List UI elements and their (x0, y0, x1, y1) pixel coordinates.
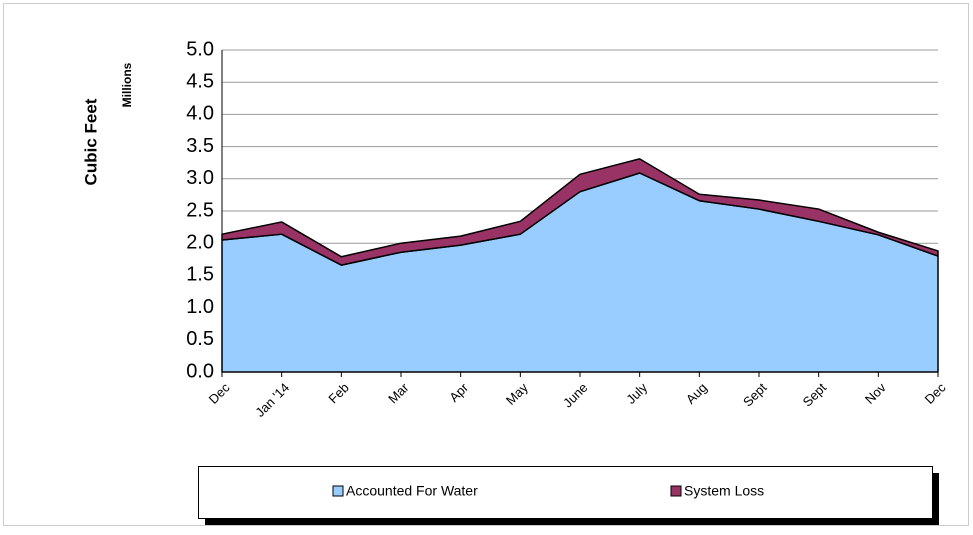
y-tick-label: 4.5 (186, 70, 214, 92)
y-tick-label: 0.0 (186, 360, 214, 382)
area (221, 158, 939, 266)
legend-box (198, 466, 933, 519)
y-unit-label: Millions (120, 62, 134, 107)
y-tick-label: 1.5 (186, 264, 214, 286)
y-tick-label: 4.0 (186, 103, 214, 125)
legend-swatch (670, 485, 682, 497)
y-tick-label: 2.0 (186, 231, 214, 253)
legend-swatch (332, 485, 344, 497)
y-tick-label: 3.0 (186, 167, 214, 189)
y-tick-label: 5.0 (186, 38, 214, 60)
y-tick-label: 1.0 (186, 296, 214, 318)
y-tick-label: 0.5 (186, 328, 214, 350)
y-axis-label: Cubic Feet (81, 98, 100, 185)
y-tick-label: 2.5 (186, 199, 214, 221)
y-tick-label: 3.5 (186, 135, 214, 157)
legend-label: Accounted For Water (346, 483, 478, 499)
legend-label: System Loss (684, 483, 764, 499)
